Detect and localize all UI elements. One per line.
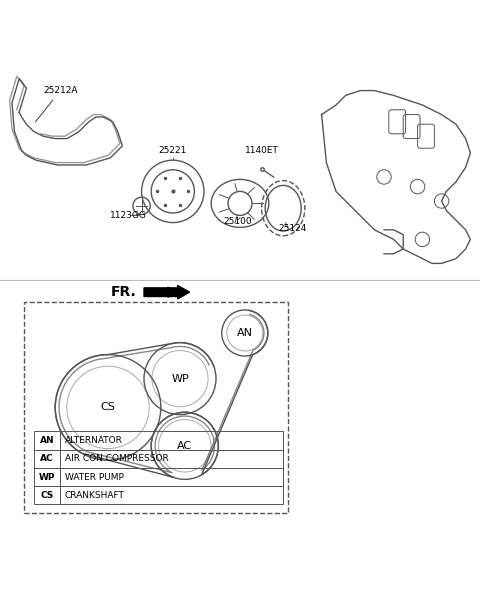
Text: 25124: 25124 — [278, 224, 307, 233]
Bar — [34, 450, 283, 468]
FancyArrow shape — [144, 286, 190, 299]
Text: 25212A: 25212A — [36, 86, 78, 122]
Bar — [34, 468, 283, 486]
Text: AN: AN — [39, 436, 54, 445]
Text: WP: WP — [38, 472, 55, 482]
Text: CRANKSHAFT: CRANKSHAFT — [65, 491, 125, 500]
Text: 25100: 25100 — [223, 217, 252, 226]
Text: 25221: 25221 — [158, 146, 187, 155]
Text: AC: AC — [177, 441, 192, 451]
Text: FR.: FR. — [111, 285, 137, 299]
Text: 1123GG: 1123GG — [110, 211, 147, 220]
Text: AN: AN — [237, 328, 253, 338]
Text: WP: WP — [171, 374, 189, 384]
Text: 1140ET: 1140ET — [245, 146, 278, 155]
Bar — [34, 486, 283, 504]
Text: WATER PUMP: WATER PUMP — [65, 472, 124, 482]
Text: CS: CS — [40, 491, 53, 500]
Text: CS: CS — [101, 402, 115, 412]
Text: AC: AC — [40, 454, 54, 463]
Text: ALTERNATOR: ALTERNATOR — [65, 436, 123, 445]
Text: AIR CON COMPRESSOR: AIR CON COMPRESSOR — [65, 454, 168, 463]
Bar — [34, 431, 283, 450]
